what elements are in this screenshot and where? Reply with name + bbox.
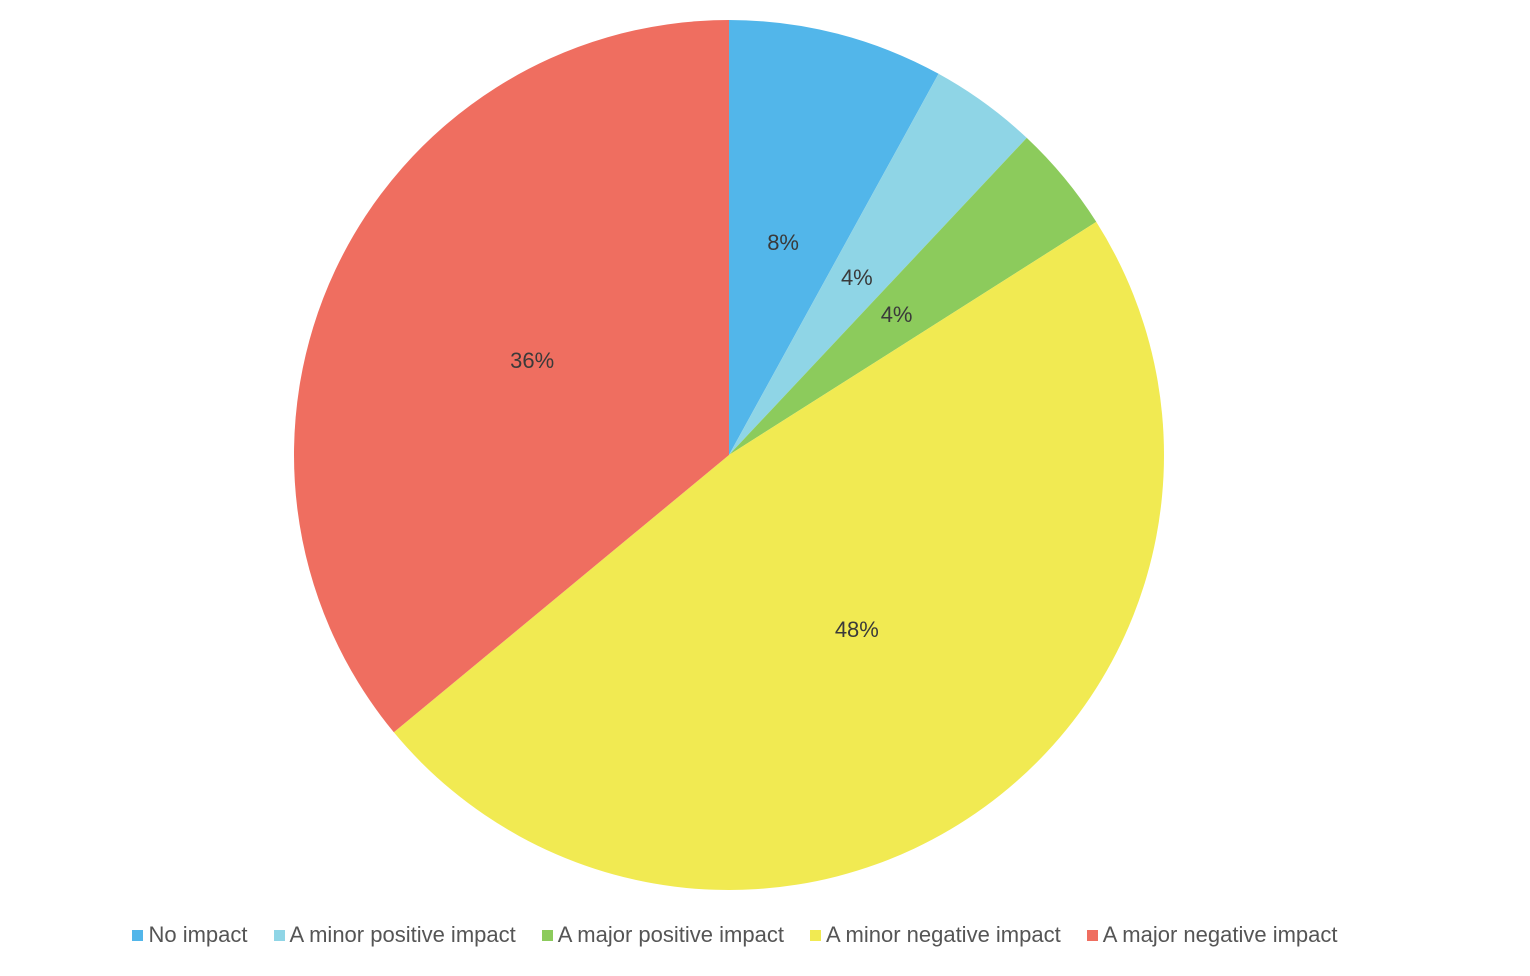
legend-label: A major positive impact <box>557 922 784 947</box>
legend-item: A major negative impact <box>1086 922 1338 948</box>
pie-slice <box>729 137 1097 455</box>
slice-label: 48% <box>835 617 879 642</box>
legend-label: A major negative impact <box>1102 922 1338 947</box>
legend-label: A minor positive impact <box>289 922 516 947</box>
pie-slice <box>294 20 729 733</box>
slice-label: 4% <box>881 302 913 327</box>
legend: No impact A minor positive impact A major … <box>0 922 1470 948</box>
legend-label: A minor negative impact <box>825 922 1061 947</box>
legend-swatch <box>541 929 553 941</box>
legend-swatch <box>809 929 821 941</box>
legend-label: No impact <box>148 922 248 947</box>
legend-item: A minor positive impact <box>273 922 516 948</box>
legend-item: A minor negative impact <box>809 922 1061 948</box>
legend-item: No impact <box>132 922 248 948</box>
legend-swatch <box>132 929 144 941</box>
pie-slice <box>729 73 1027 456</box>
pie-slice <box>729 20 939 455</box>
slice-label: 8% <box>767 230 799 255</box>
legend-item: A major positive impact <box>541 922 784 948</box>
pie-slice <box>393 221 1164 890</box>
slice-label: 36% <box>510 348 554 373</box>
legend-swatch <box>273 929 285 941</box>
slice-label: 4% <box>841 265 873 290</box>
legend-swatch <box>1086 929 1098 941</box>
